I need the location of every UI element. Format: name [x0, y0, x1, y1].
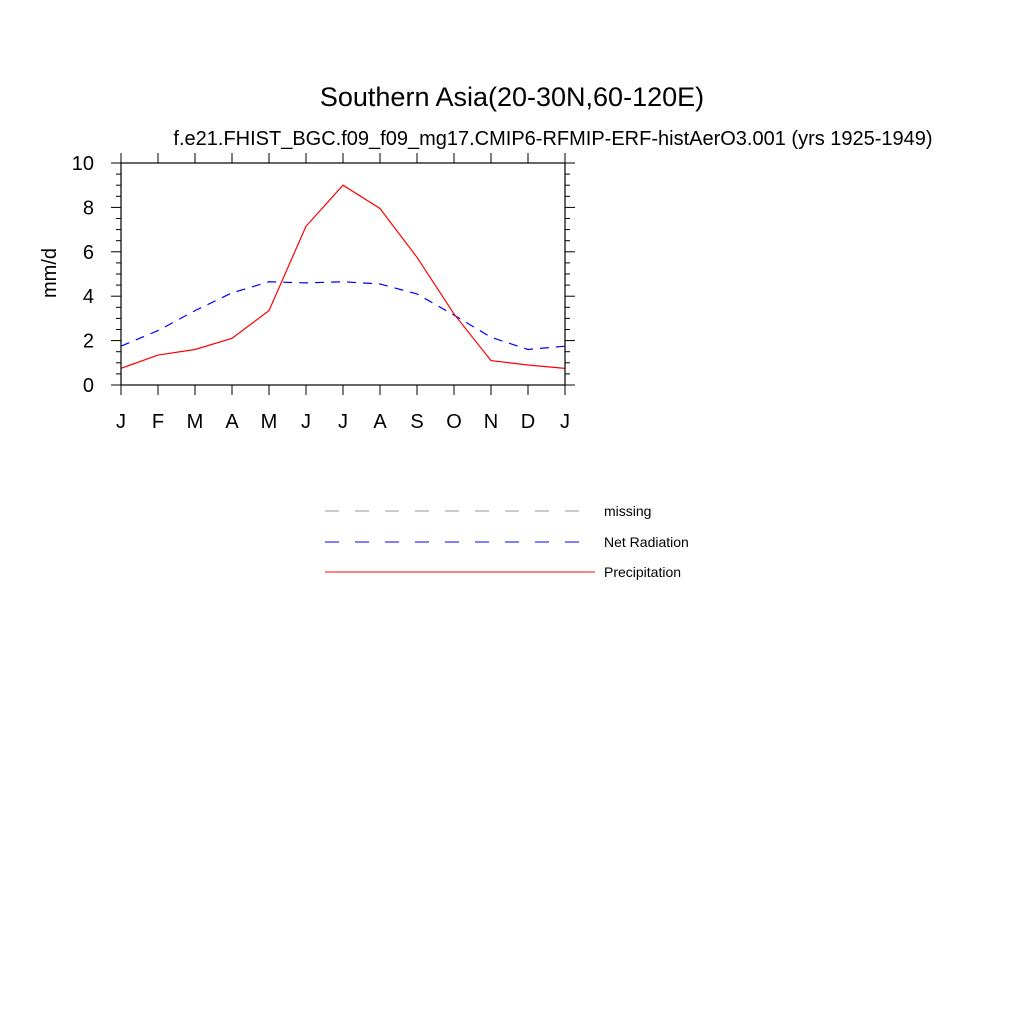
x-tick-label: N — [484, 411, 498, 433]
x-tick-label: A — [373, 411, 387, 433]
x-tick-label: J — [116, 411, 126, 433]
y-axis-label: mm/d — [39, 248, 61, 298]
x-tick-label: J — [338, 411, 348, 433]
x-tick-label: J — [301, 411, 311, 433]
y-tick-label: 4 — [83, 286, 94, 308]
chart-subtitle: f.e21.FHIST_BGC.f09_f09_mg17.CMIP6-RFMIP… — [173, 128, 932, 150]
legend-label: Net Radiation — [604, 534, 689, 550]
legend-label: missing — [604, 503, 651, 519]
y-tick-label: 6 — [83, 242, 94, 264]
legend-label: Precipitation — [604, 564, 681, 580]
series-line-precipitation — [120, 184, 566, 369]
x-tick-label: A — [225, 411, 239, 433]
x-tick-label: M — [261, 411, 278, 433]
y-tick-label: 0 — [83, 375, 94, 397]
series-line-net-radiation — [120, 281, 566, 351]
y-tick-label: 8 — [83, 197, 94, 219]
x-tick-label: D — [521, 411, 535, 433]
chart-title: Southern Asia(20-30N,60-120E) — [320, 82, 704, 112]
x-tick-label: M — [187, 411, 204, 433]
x-tick-label: F — [152, 411, 164, 433]
y-tick-label: 10 — [72, 153, 94, 175]
plot-frame — [120, 162, 566, 386]
y-tick-label: 2 — [83, 331, 94, 353]
x-tick-label: O — [446, 411, 462, 433]
x-tick-label: J — [560, 411, 570, 433]
x-tick-label: S — [410, 411, 423, 433]
